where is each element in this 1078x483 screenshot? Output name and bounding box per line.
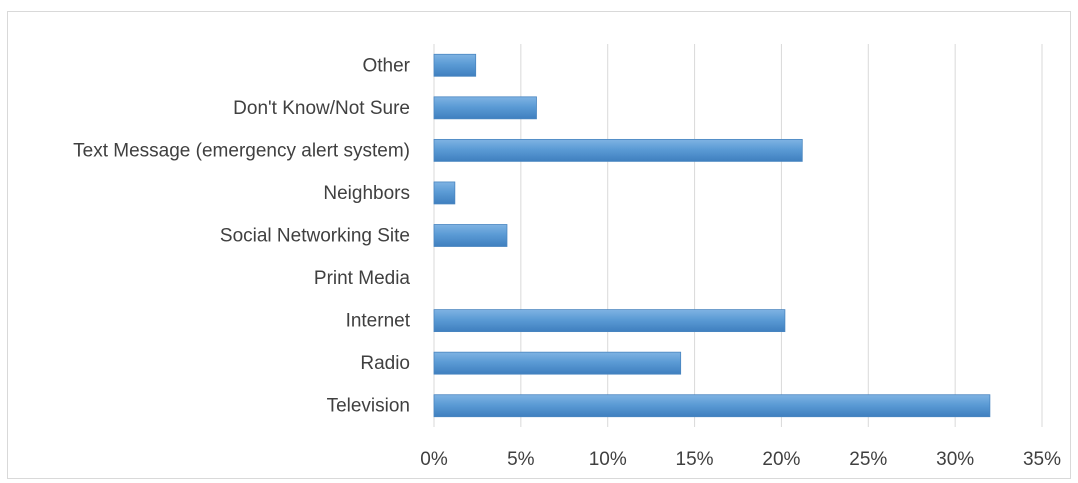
bar	[433, 96, 537, 120]
category-labels: Other Don't Know/Not Sure Text Message (em…	[73, 55, 411, 416]
x-tick-label: 15%	[676, 449, 714, 470]
category-label: Don't Know/Not Sure	[233, 98, 410, 119]
bars	[433, 53, 991, 418]
bar	[433, 351, 682, 375]
category-label: Other	[362, 55, 410, 76]
category-label: Television	[327, 396, 410, 417]
x-tick-label: 35%	[1023, 449, 1061, 470]
x-tick-labels: 0% 5% 10% 15% 20% 25% 30% 35%	[420, 449, 1061, 470]
category-label: Neighbors	[323, 183, 410, 204]
bar	[433, 181, 456, 205]
x-tick-label: 20%	[762, 449, 800, 470]
x-tick-label: 25%	[849, 449, 887, 470]
x-tick-label: 10%	[589, 449, 627, 470]
x-tick-label: 30%	[936, 449, 974, 470]
category-label: Radio	[360, 353, 410, 374]
x-tick-label: 5%	[507, 449, 535, 470]
x-tick-label: 0%	[420, 449, 448, 470]
bar	[433, 53, 477, 77]
category-label: Social Networking Site	[220, 226, 410, 247]
bar	[433, 224, 508, 247]
category-label: Text Message (emergency alert system)	[73, 140, 410, 161]
bar	[433, 309, 786, 333]
bar	[433, 394, 991, 418]
category-label: Internet	[346, 311, 411, 332]
category-label: Print Media	[314, 268, 411, 289]
bar	[433, 138, 803, 162]
